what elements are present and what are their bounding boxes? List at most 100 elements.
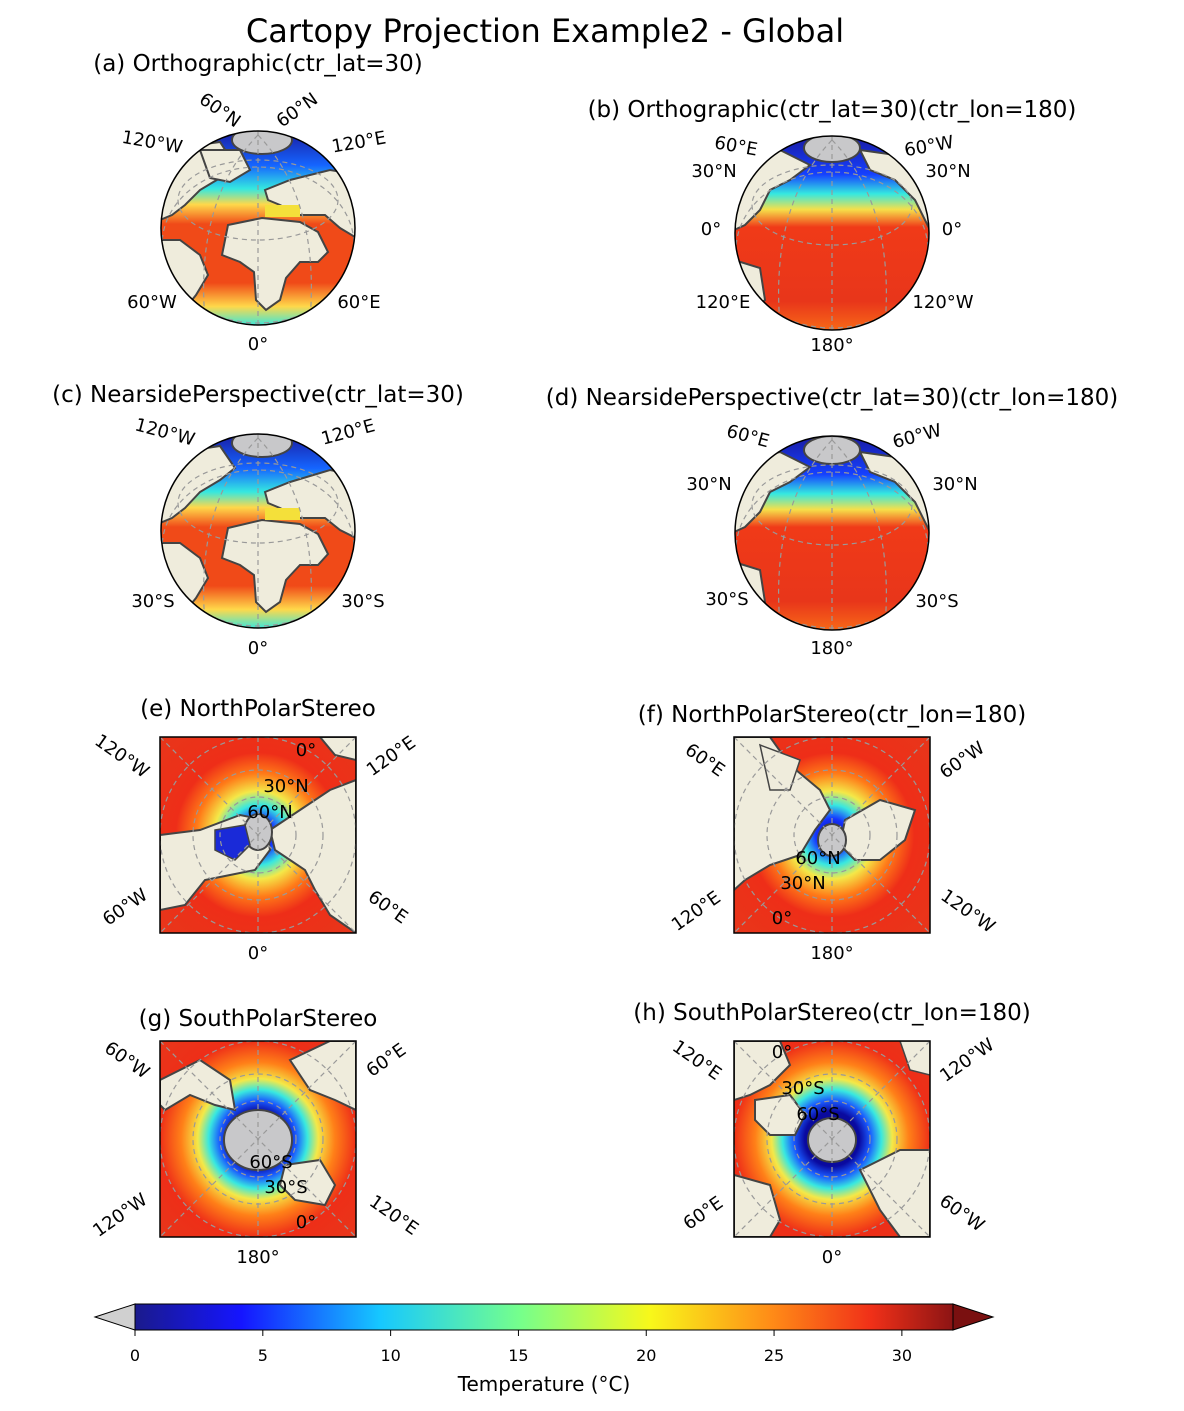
grid-label: 30°N bbox=[780, 873, 825, 894]
panel-e: (e) NorthPolarStereo 120°W 120°E 60°W 60… bbox=[91, 696, 420, 964]
grid-label: 120°E bbox=[365, 1191, 422, 1240]
grid-label: 60°W bbox=[99, 884, 152, 930]
grid-label: 30°N bbox=[263, 776, 308, 797]
grid-label: 0° bbox=[296, 740, 316, 761]
grid-label: 0° bbox=[772, 908, 792, 929]
grid-label: 0° bbox=[248, 334, 268, 355]
panel-title: (g) SouthPolarStereo bbox=[139, 1006, 378, 1032]
land-africa bbox=[734, 1173, 782, 1237]
grid-label: 60°E bbox=[363, 1039, 410, 1081]
land-africa bbox=[220, 216, 330, 312]
grid-label: 120°E bbox=[668, 887, 725, 936]
grid-label: 0° bbox=[942, 219, 962, 240]
grid-label: 180° bbox=[810, 335, 853, 356]
panel-title: (f) NorthPolarStereo(ctr_lon=180) bbox=[638, 702, 1026, 728]
grid-label: 0° bbox=[248, 943, 268, 964]
colorbar-tick-label: 15 bbox=[508, 1346, 528, 1365]
grid-label: 120°E bbox=[319, 415, 377, 449]
panel-b: (b) Orthographic(ctr_lat=30)(ctr_lon=180… bbox=[588, 97, 1077, 356]
panel-title: (h) SouthPolarStereo(ctr_lon=180) bbox=[633, 1000, 1030, 1026]
grid-label: 30°S bbox=[264, 1177, 307, 1198]
grid-label: 60°S bbox=[796, 1104, 839, 1125]
grid-label: 60°W bbox=[127, 292, 177, 313]
panel-a: (a) Orthographic(ctr_lat=30) bbox=[93, 51, 423, 355]
colorbar-extend-min bbox=[93, 1303, 136, 1331]
panel-d: (d) NearsidePerspective(ctr_lat=30)(ctr_… bbox=[546, 385, 1118, 659]
grid-label: 30°S bbox=[705, 589, 748, 610]
land-africa bbox=[220, 518, 330, 614]
grid-label: 60°E bbox=[724, 421, 771, 452]
grid-label: 120°W bbox=[89, 1189, 151, 1241]
grid-label: 60°E bbox=[713, 132, 759, 160]
grid-label: 120°W bbox=[936, 1034, 998, 1086]
grid-label: 60°N bbox=[195, 89, 244, 132]
grid-label: 180° bbox=[810, 943, 853, 964]
panel-f: (f) NorthPolarStereo(ctr_lon=180) 60°E 6… bbox=[638, 702, 1026, 964]
grid-label: 60°W bbox=[890, 420, 944, 453]
grid-label: 180° bbox=[810, 638, 853, 659]
grid-label: 120°W bbox=[91, 730, 153, 782]
grid-label: 60°N bbox=[273, 89, 322, 132]
panel-title: (e) NorthPolarStereo bbox=[140, 696, 376, 722]
grid-label: 120°W bbox=[133, 414, 198, 450]
land-eurasia bbox=[263, 168, 355, 242]
grid-label: 30°S bbox=[915, 591, 958, 612]
colorbar-tick-label: 30 bbox=[892, 1346, 912, 1365]
grid-label: 60°W bbox=[936, 737, 989, 783]
panel-title: (d) NearsidePerspective(ctr_lat=30)(ctr_… bbox=[546, 385, 1118, 411]
grid-label: 60°S bbox=[249, 1152, 292, 1173]
land-south-america bbox=[160, 1058, 237, 1112]
grid-label: 60°E bbox=[364, 886, 411, 928]
grid-label: 120°E bbox=[363, 732, 420, 781]
colorbar-gradient bbox=[135, 1304, 953, 1330]
grid-label: 180° bbox=[236, 1247, 279, 1268]
grid-label: 60°N bbox=[795, 848, 840, 869]
grid-label: 120°E bbox=[330, 127, 388, 157]
land-south-america bbox=[858, 1149, 930, 1237]
panel-title: (b) Orthographic(ctr_lat=30)(ctr_lon=180… bbox=[588, 97, 1077, 123]
colorbar-tick-label: 0 bbox=[130, 1346, 140, 1365]
grid-label: 120°E bbox=[696, 292, 751, 313]
grid-label: 120°W bbox=[120, 127, 184, 158]
colorbar-tick-label: 20 bbox=[636, 1346, 656, 1365]
grid-label: 60°W bbox=[903, 132, 956, 161]
panel-g: (g) SouthPolarStereo 60°W 60°E 120°W 120… bbox=[89, 1006, 422, 1268]
colorbar-tick-label: 5 bbox=[258, 1346, 268, 1365]
colorbar-label: Temperature (°C) bbox=[457, 1372, 631, 1396]
grid-label: 0° bbox=[822, 1247, 842, 1268]
grid-label: 30°S bbox=[131, 591, 174, 612]
panel-h: (h) SouthPolarStereo(ctr_lon=180) 120°E … bbox=[633, 1000, 1030, 1268]
grid-label: 120°W bbox=[912, 292, 973, 313]
grid-label: 30°N bbox=[691, 161, 736, 182]
grid-label: 30°N bbox=[686, 474, 731, 495]
grid-label: 60°N bbox=[247, 802, 292, 823]
grid-label: 120°W bbox=[937, 885, 999, 937]
colorbar-extend-max bbox=[952, 1303, 995, 1331]
grid-label: 30°S bbox=[341, 591, 384, 612]
grid-label: 0° bbox=[701, 219, 721, 240]
grid-label: 60°E bbox=[681, 739, 728, 781]
grid-label: 0° bbox=[772, 1042, 792, 1063]
grid-label: 60°E bbox=[680, 1192, 727, 1234]
grid-label: 30°N bbox=[932, 474, 977, 495]
colorbar-tick-label: 25 bbox=[764, 1346, 784, 1365]
grid-label: 60°W bbox=[100, 1038, 153, 1084]
grid-label: 30°N bbox=[925, 161, 970, 182]
colorbar: 0 5 10 15 20 25 30 Temperature (°C) bbox=[93, 1303, 995, 1396]
panel-title: (a) Orthographic(ctr_lat=30) bbox=[93, 51, 423, 77]
colorbar-tick-label: 10 bbox=[380, 1346, 400, 1365]
polar-ice bbox=[231, 434, 293, 458]
land-eurasia bbox=[263, 468, 355, 542]
grid-label: 30°S bbox=[781, 1078, 824, 1099]
grid-label: 0° bbox=[296, 1212, 316, 1233]
grid-label: 60°E bbox=[337, 292, 380, 313]
grid-label: 60°W bbox=[935, 1191, 988, 1237]
grid-label: 0° bbox=[248, 638, 268, 659]
panel-c: (c) NearsidePerspective(ctr_lat=30) 120°… bbox=[52, 382, 464, 659]
panel-title: (c) NearsidePerspective(ctr_lat=30) bbox=[52, 382, 464, 408]
land-australia bbox=[754, 1093, 807, 1136]
figure-title: Cartopy Projection Example2 - Global bbox=[246, 12, 844, 50]
land-africa bbox=[288, 1041, 356, 1112]
grid-label: 120°E bbox=[668, 1036, 725, 1085]
